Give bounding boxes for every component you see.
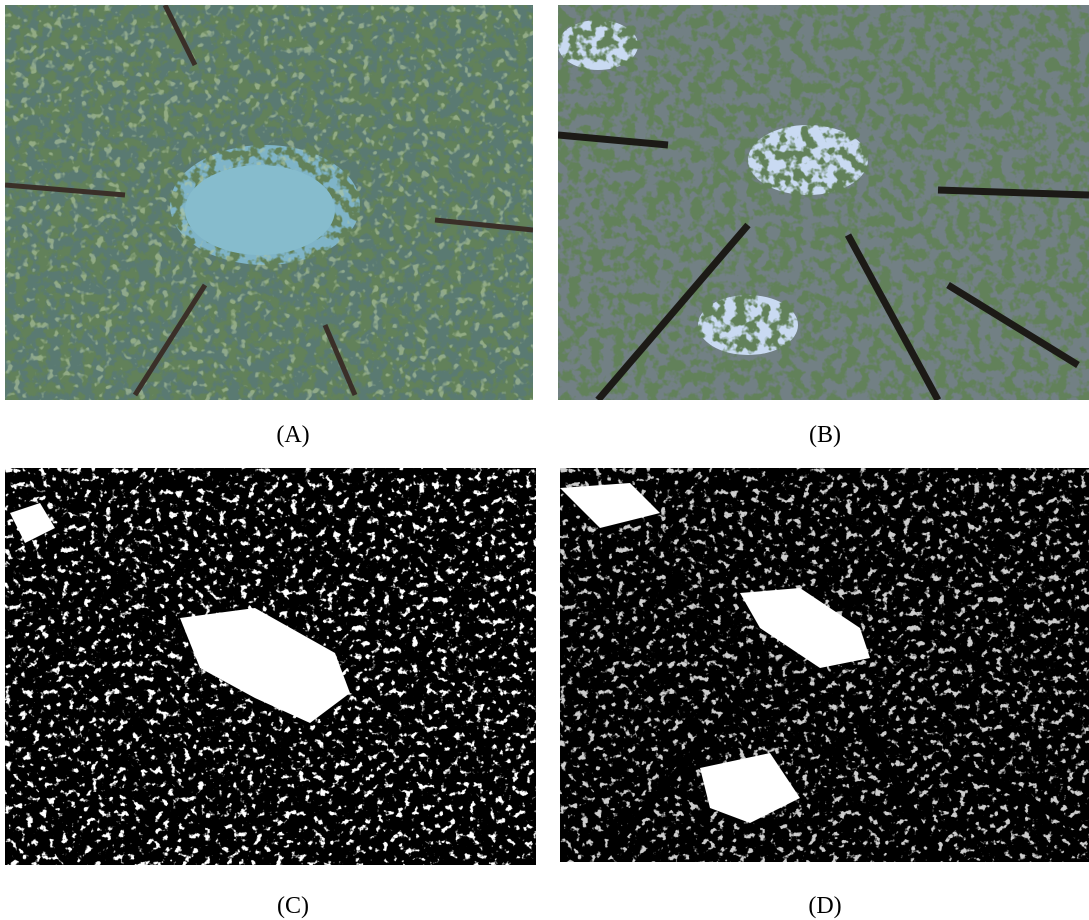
binary-d xyxy=(560,468,1089,862)
panel-label: (C) xyxy=(233,893,353,920)
figure: (A) (B) (C) (D) (() => { const data = JS… xyxy=(0,0,1089,919)
photo-a xyxy=(5,5,533,400)
panel-label: (B) xyxy=(765,422,885,449)
binary-c xyxy=(5,468,536,865)
panel-label: (D) xyxy=(765,893,885,920)
panel-label: (A) xyxy=(233,422,353,449)
photo-b xyxy=(558,5,1089,400)
